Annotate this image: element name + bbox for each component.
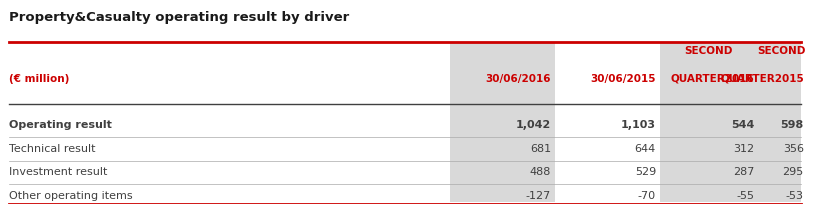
Text: -55: -55: [737, 191, 754, 201]
Text: 30/06/2016: 30/06/2016: [485, 74, 551, 84]
Text: Other operating items: Other operating items: [10, 191, 133, 201]
Text: 544: 544: [731, 120, 754, 130]
Text: 312: 312: [733, 144, 754, 154]
Text: Technical result: Technical result: [10, 144, 96, 154]
Text: -70: -70: [638, 191, 656, 201]
Text: 356: 356: [783, 144, 804, 154]
Text: 295: 295: [783, 167, 804, 177]
Bar: [450, 42, 555, 204]
Text: Operating result: Operating result: [10, 120, 112, 130]
Text: 488: 488: [529, 167, 551, 177]
Text: 529: 529: [635, 167, 656, 177]
Text: SECOND: SECOND: [757, 46, 806, 56]
Text: (€ million): (€ million): [10, 74, 70, 84]
Text: SECOND: SECOND: [685, 46, 733, 56]
Text: -53: -53: [786, 191, 804, 201]
Text: 1,103: 1,103: [621, 120, 656, 130]
Text: 644: 644: [635, 144, 656, 154]
Text: 1,042: 1,042: [515, 120, 551, 130]
Text: 681: 681: [530, 144, 551, 154]
Bar: [660, 42, 802, 204]
Text: QUARTER2015: QUARTER2015: [720, 74, 804, 84]
Text: -127: -127: [526, 191, 551, 201]
Text: 598: 598: [780, 120, 804, 130]
Text: QUARTER2016: QUARTER2016: [671, 74, 754, 84]
Text: Investment result: Investment result: [10, 167, 108, 177]
Text: Property&Casualty operating result by driver: Property&Casualty operating result by dr…: [10, 11, 350, 24]
Text: 30/06/2015: 30/06/2015: [590, 74, 656, 84]
Text: 287: 287: [733, 167, 754, 177]
